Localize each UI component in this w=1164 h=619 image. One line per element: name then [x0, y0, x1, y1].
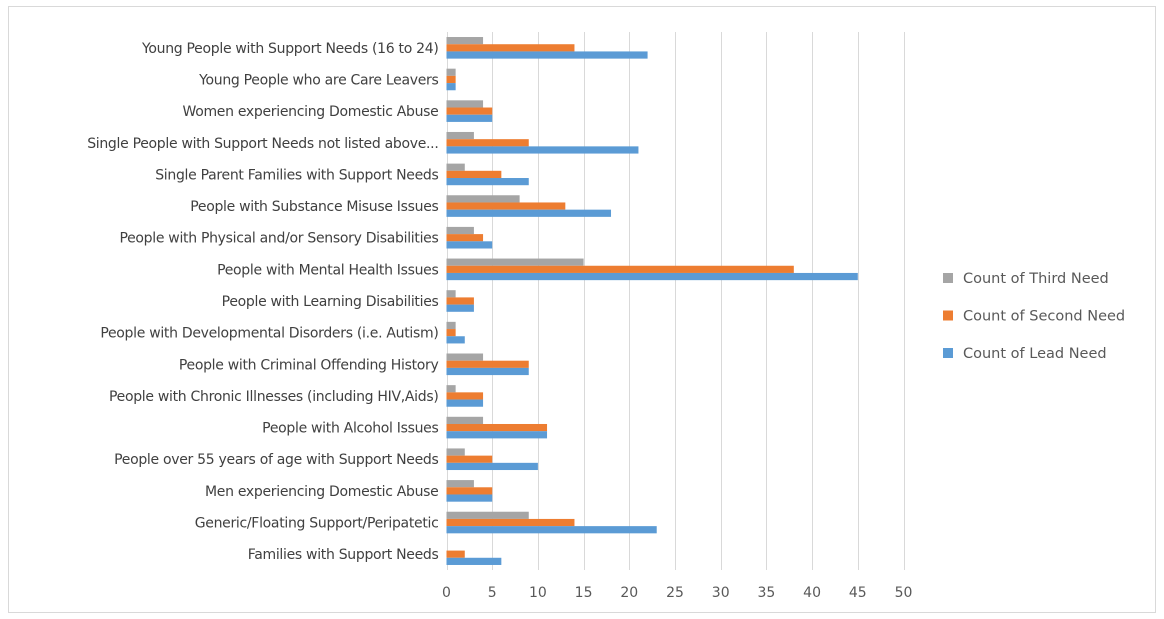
bar-count-of-third-need-4	[446, 416, 484, 424]
bar-count-of-lead-need-13	[446, 146, 639, 154]
bar-count-of-lead-need-1	[446, 526, 657, 534]
bar-count-of-lead-need-15	[446, 83, 456, 91]
x-tick-label: 5	[488, 585, 497, 601]
category-label: People over 55 years of age with Support…	[114, 452, 438, 468]
legend-swatch-count-of-third-need	[943, 273, 953, 283]
bar-count-of-second-need-9	[446, 265, 794, 273]
category-label: People with Chronic Illnesses (including…	[109, 389, 439, 405]
bar-count-of-third-need-13	[446, 131, 474, 140]
bar-count-of-second-need-7	[446, 329, 456, 337]
category-label: Generic/Floating Support/Peripatetic	[195, 516, 439, 532]
bar-count-of-second-need-4	[446, 423, 548, 432]
category-label: Young People who are Care Leavers	[198, 72, 438, 88]
bar-count-of-lead-need-9	[446, 272, 858, 281]
bar-count-of-third-need-10	[446, 226, 474, 235]
bar-count-of-second-need-15	[446, 75, 456, 84]
category-label: People with Developmental Disorders (i.e…	[100, 326, 438, 342]
category-label: People with Learning Disabilities	[222, 294, 439, 310]
legend-label: Count of Lead Need	[963, 346, 1107, 362]
bar-count-of-lead-need-0	[446, 557, 502, 565]
bar-count-of-third-need-1	[446, 511, 529, 519]
x-tick-label: 15	[575, 585, 593, 601]
x-tick-label: 20	[620, 585, 638, 601]
x-tick-label: 25	[666, 585, 684, 601]
gridlines	[447, 32, 905, 570]
bar-count-of-lead-need-3	[446, 462, 538, 471]
bar-count-of-second-need-16	[446, 44, 575, 52]
bar-count-of-second-need-5	[446, 392, 484, 400]
category-label: Families with Support Needs	[248, 547, 439, 563]
x-tick-label: 50	[895, 585, 913, 601]
bar-count-of-lead-need-5	[446, 399, 484, 407]
category-label: Women experiencing Domestic Abuse	[182, 104, 438, 120]
bar-count-of-third-need-11	[446, 195, 520, 203]
chart-frame: Families with Support Needs Generic/Float…	[8, 6, 1156, 613]
category-label: Single Parent Families with Support Need…	[155, 167, 438, 183]
bar-count-of-third-need-3	[446, 448, 465, 456]
bar-count-of-lead-need-7	[446, 336, 465, 344]
bar-count-of-second-need-11	[446, 202, 566, 210]
bar-count-of-second-need-1	[446, 518, 575, 527]
legend-swatch-count-of-second-need	[943, 310, 953, 321]
x-tick-label: 0	[442, 585, 451, 601]
bar-count-of-third-need-6	[446, 353, 484, 361]
category-label: People with Physical and/or Sensory Disa…	[119, 231, 438, 247]
bar-count-of-lead-need-8	[446, 304, 474, 312]
bar-chart: Families with Support Needs Generic/Float…	[87, 32, 1125, 601]
x-tick-label: 45	[849, 585, 867, 601]
bar-count-of-second-need-14	[446, 107, 493, 115]
legend-label: Count of Second Need	[963, 309, 1125, 325]
bar-count-of-third-need-2	[446, 480, 474, 488]
bar-count-of-lead-need-14	[446, 114, 493, 122]
bar-count-of-second-need-3	[446, 455, 493, 463]
x-tick-label: 40	[803, 585, 821, 601]
bar-count-of-second-need-8	[446, 297, 474, 305]
legend: Count of Third Need Count of Second Need C…	[943, 271, 1125, 362]
x-tick-label: 35	[757, 585, 775, 601]
bar-count-of-lead-need-6	[446, 367, 529, 376]
bar-count-of-third-need-12	[446, 163, 465, 171]
bar-count-of-third-need-8	[446, 290, 456, 298]
bars	[446, 37, 858, 565]
bar-count-of-lead-need-16	[446, 51, 648, 59]
bar-count-of-lead-need-2	[446, 494, 493, 502]
bar-count-of-second-need-13	[446, 139, 529, 147]
category-label: People with Alcohol Issues	[262, 421, 438, 437]
legend-swatch-count-of-lead-need	[943, 348, 953, 358]
bar-count-of-second-need-2	[446, 487, 493, 495]
bar-count-of-lead-need-4	[446, 431, 548, 439]
bar-count-of-lead-need-11	[446, 209, 612, 217]
x-axis-tick-labels: 0 5 10 15 20 25 30 35 40 45 50	[442, 585, 912, 601]
bar-count-of-lead-need-10	[446, 241, 493, 249]
bar-count-of-third-need-9	[446, 258, 584, 266]
x-tick-label: 30	[712, 585, 730, 601]
bar-count-of-second-need-12	[446, 170, 502, 179]
bar-count-of-third-need-7	[446, 321, 456, 330]
x-tick-label: 10	[529, 585, 547, 601]
category-label: Men experiencing Domestic Abuse	[205, 484, 438, 500]
legend-label: Count of Third Need	[963, 271, 1109, 287]
category-label: Young People with Support Needs (16 to 2…	[141, 41, 439, 57]
category-label: People with Substance Misuse Issues	[190, 199, 438, 215]
category-label: Single People with Support Needs not lis…	[87, 136, 438, 152]
bar-count-of-third-need-5	[446, 385, 456, 393]
bar-count-of-third-need-15	[446, 68, 456, 76]
category-label: People with Criminal Offending History	[179, 357, 439, 373]
bar-count-of-third-need-14	[446, 100, 484, 108]
bar-count-of-second-need-0	[446, 550, 465, 558]
bar-count-of-third-need-16	[446, 37, 484, 45]
bar-count-of-second-need-10	[446, 234, 484, 242]
bar-count-of-second-need-6	[446, 360, 529, 368]
category-label: People with Mental Health Issues	[217, 262, 438, 278]
bar-count-of-lead-need-12	[446, 178, 529, 186]
category-labels: Families with Support Needs Generic/Float…	[87, 41, 439, 563]
